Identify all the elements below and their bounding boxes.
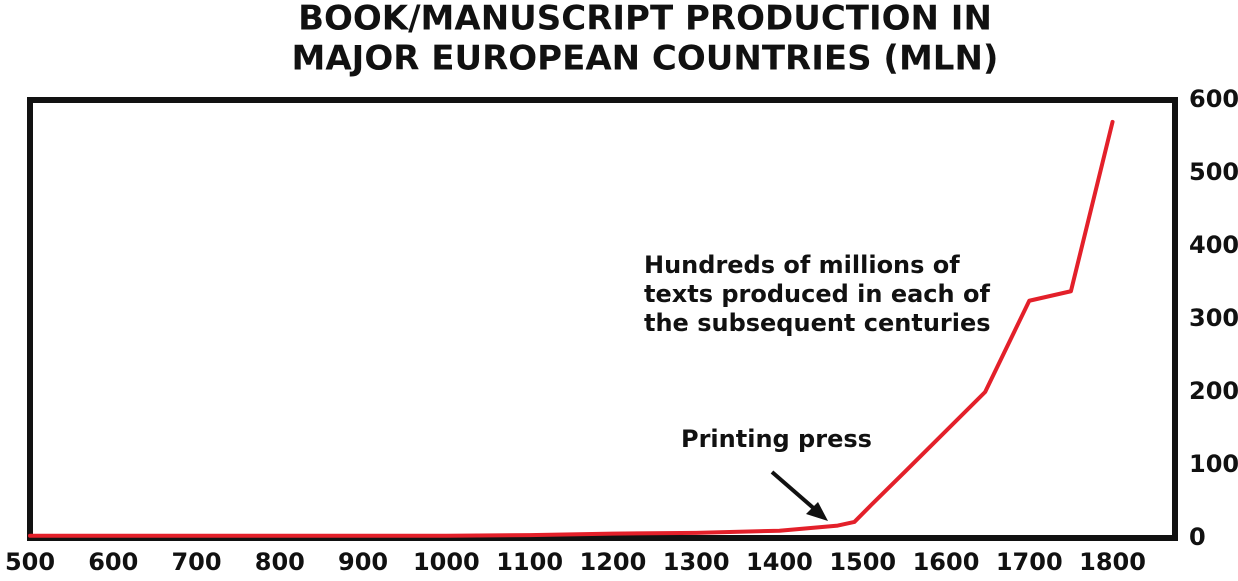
x-tick-label: 700 bbox=[171, 548, 221, 576]
x-tick-label: 500 bbox=[5, 548, 55, 576]
annotation: the subsequent centuries bbox=[644, 309, 991, 337]
x-tick-label: 1400 bbox=[746, 548, 813, 576]
annotation: Printing press bbox=[681, 425, 872, 453]
x-tick-label: 1800 bbox=[1079, 548, 1146, 576]
x-tick-label: 1500 bbox=[829, 548, 896, 576]
x-tick-label: 1600 bbox=[913, 548, 980, 576]
y-tick-label: 400 bbox=[1189, 231, 1238, 259]
y-tick-label: 600 bbox=[1189, 85, 1238, 113]
annotation: Hundreds of millions of bbox=[644, 251, 960, 279]
y-tick-label: 100 bbox=[1189, 450, 1238, 478]
x-tick-label: 600 bbox=[88, 548, 138, 576]
y-tick-label: 300 bbox=[1189, 304, 1238, 332]
x-tick-label: 800 bbox=[255, 548, 305, 576]
y-tick-label: 0 bbox=[1189, 523, 1206, 551]
annotation: texts produced in each of bbox=[644, 280, 990, 308]
y-tick-label: 500 bbox=[1189, 158, 1238, 186]
line-series bbox=[28, 119, 1115, 538]
x-tick-label: 1300 bbox=[663, 548, 730, 576]
plot-frame bbox=[27, 97, 1178, 541]
annotation-arrow bbox=[770, 470, 820, 514]
x-tick-label: 1700 bbox=[996, 548, 1063, 576]
x-tick-label: 1100 bbox=[496, 548, 563, 576]
y-tick-label: 200 bbox=[1189, 377, 1238, 405]
annotation-arrowhead bbox=[806, 502, 828, 521]
chart-title: BOOK/MANUSCRIPT PRODUCTION IN bbox=[298, 0, 992, 39]
x-tick-label: 1000 bbox=[413, 548, 480, 576]
x-tick-label: 1200 bbox=[580, 548, 647, 576]
chart-title: MAJOR EUROPEAN COUNTRIES (MLN) bbox=[292, 39, 999, 79]
x-tick-label: 900 bbox=[338, 548, 388, 576]
